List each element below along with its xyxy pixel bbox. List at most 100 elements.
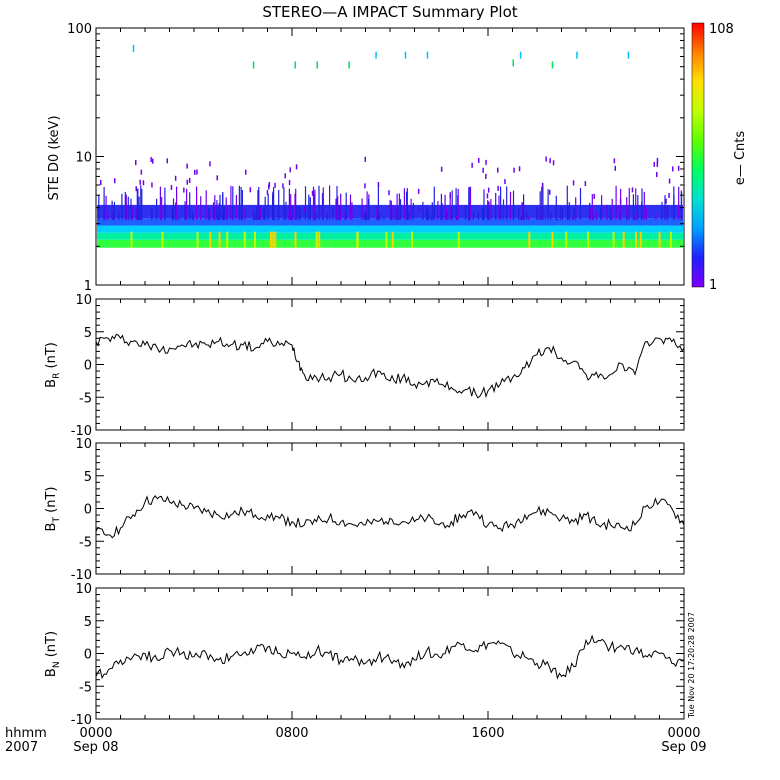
count-streak (332, 205, 334, 221)
x-corner-bottom: 2007 (5, 740, 38, 755)
count-high-energy (132, 44, 135, 52)
count-streak (214, 195, 216, 221)
count-streak (512, 190, 515, 221)
count-streak (193, 215, 195, 221)
count-streak (600, 207, 602, 221)
count-streak (338, 204, 340, 221)
count-streak (312, 186, 315, 221)
count-streak (573, 208, 575, 221)
count-streak (103, 208, 105, 221)
count-streak (118, 210, 120, 221)
count-streak (308, 194, 310, 221)
count-streak (431, 202, 433, 221)
count-streak (609, 207, 611, 221)
count-streak (288, 188, 290, 221)
count-streak (226, 208, 229, 221)
count-streak (589, 217, 591, 221)
count-high-energy (551, 61, 554, 69)
y-tick-label: 10 (75, 582, 92, 597)
count-dot (485, 173, 487, 179)
colorbar: 108 1 e— Cnts (691, 22, 748, 293)
count-dot (268, 184, 270, 190)
count-streak (376, 206, 378, 221)
y-tick-label: -5 (79, 680, 92, 695)
y-tick-label: 1 (84, 279, 92, 294)
count-streak (285, 201, 287, 221)
count-streak (490, 199, 492, 221)
count-dot (289, 167, 291, 173)
count-dot (274, 182, 276, 188)
count-dot (656, 157, 659, 163)
count-streak (395, 209, 397, 221)
bn-series-line (95, 634, 685, 680)
count-dot (656, 161, 659, 167)
count-dot (282, 183, 284, 189)
count-streak (135, 208, 137, 221)
count-streak (575, 197, 577, 221)
count-dot (142, 180, 145, 186)
count-streak (264, 196, 266, 221)
count-high-energy (404, 51, 407, 59)
count-streak (440, 193, 442, 221)
count-high-energy (576, 51, 578, 59)
count-streak (502, 199, 505, 221)
count-dot (377, 181, 380, 187)
count-dot (135, 186, 137, 192)
x-tick-label: 1600 (471, 726, 504, 741)
count-streak (379, 213, 381, 221)
count-streak (288, 210, 290, 221)
count-streak (389, 199, 391, 221)
y-tick-label: 5 (84, 615, 92, 630)
bn-y-ticks: 10 5 0 -5 -10 (71, 582, 684, 728)
count-streak (469, 186, 472, 221)
count-dot (653, 161, 655, 167)
count-streak (399, 199, 402, 221)
x-corner-top: hhmm (5, 726, 47, 741)
count-streak (500, 186, 502, 221)
count-dot (488, 201, 490, 207)
count-high-energy (512, 59, 514, 67)
count-streak (298, 206, 300, 221)
count-streak (495, 192, 497, 221)
count-hot (318, 231, 321, 248)
count-streak (344, 211, 346, 221)
count-streak (620, 188, 622, 221)
count-streak (555, 210, 558, 221)
count-streak (212, 202, 215, 221)
count-streak (304, 186, 307, 221)
count-dot (166, 158, 168, 164)
count-streak (240, 186, 242, 221)
count-streak (589, 208, 591, 221)
count-streak (259, 206, 262, 221)
count-streak (568, 202, 570, 221)
count-streak (436, 219, 438, 221)
count-streak (406, 191, 408, 221)
count-dot (388, 190, 390, 196)
count-streak (113, 202, 115, 221)
count-streak (111, 200, 113, 221)
spectrogram-y-ticks: 1 10 100 (67, 22, 684, 294)
count-streak (633, 214, 635, 221)
count-streak (368, 198, 370, 221)
count-dot (419, 206, 421, 212)
count-dot (572, 180, 575, 186)
count-hot (612, 231, 615, 248)
count-dot (552, 160, 555, 166)
x-tick-label: 0000 (79, 726, 112, 741)
count-streak (526, 211, 528, 221)
count-streak (291, 205, 293, 221)
bt-y-label: BT (nT) (44, 487, 62, 532)
x-tick-date: Sep 08 (73, 740, 118, 755)
count-streak (164, 202, 166, 221)
count-hot (254, 231, 256, 248)
count-dot (100, 180, 102, 186)
count-streak (366, 191, 368, 221)
count-streak (444, 194, 446, 221)
count-dot (619, 199, 622, 205)
count-streak (255, 206, 258, 221)
count-streak (171, 208, 173, 221)
count-dot (140, 169, 143, 175)
count-streak (643, 191, 645, 221)
count-streak (518, 207, 520, 221)
